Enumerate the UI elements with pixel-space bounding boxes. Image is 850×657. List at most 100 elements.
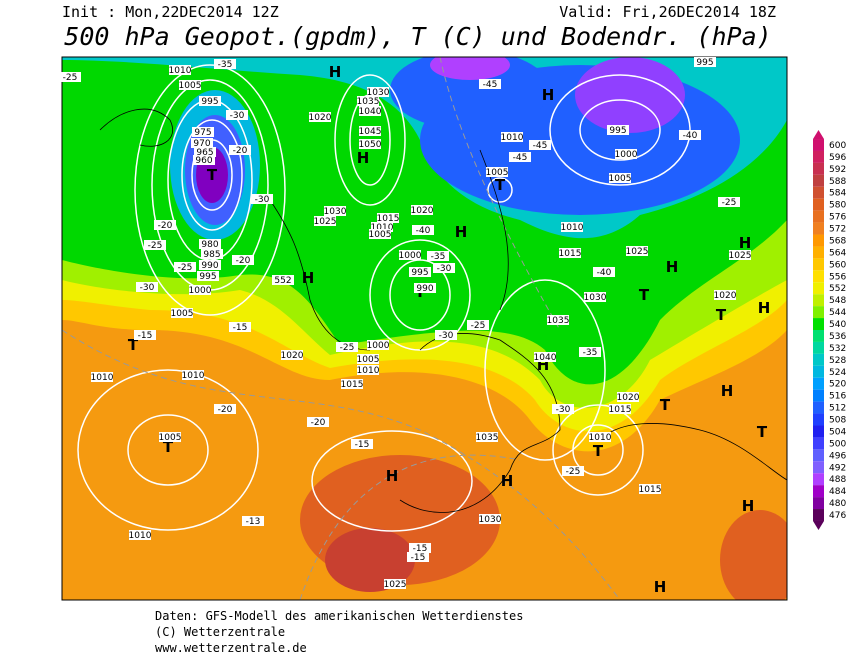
contour-label: 1015: [377, 214, 400, 224]
label-box: [134, 330, 156, 340]
contour-label: 995: [696, 58, 713, 68]
contour-label: 1005: [486, 168, 509, 178]
pressure-center: H: [758, 299, 771, 317]
contour-label: 990: [201, 261, 218, 271]
colorbar-label: 572: [829, 225, 846, 235]
label-box: [377, 213, 399, 223]
colorbar-swatch: [813, 509, 824, 521]
label-box: [399, 250, 421, 260]
colorbar-swatch: [813, 246, 824, 259]
label-box: [729, 250, 751, 260]
contour-label: 1005: [357, 355, 380, 365]
contour-label: 1000: [367, 341, 390, 351]
contour-label: 1010: [371, 223, 394, 233]
pressure-center: H: [386, 467, 399, 485]
label-box: [407, 552, 429, 562]
colorbar-swatch: [813, 318, 824, 330]
label-box: [192, 127, 214, 137]
contour-label: 1010: [561, 223, 584, 233]
contour-label: 1010: [169, 66, 192, 76]
contour-label: 1010: [182, 371, 205, 381]
contour-label: -15: [355, 440, 370, 450]
contour-label: 1020: [281, 351, 304, 361]
colorbar-swatch: [813, 497, 824, 510]
label-box: [357, 365, 379, 375]
contour-label: -13: [246, 517, 261, 527]
colorbar-label: 580: [829, 201, 846, 211]
contour-label: 1025: [626, 247, 649, 257]
colorbar-label: 520: [829, 380, 846, 390]
label-box: [534, 352, 556, 362]
contour-label: 1010: [589, 433, 612, 443]
label-box: [201, 249, 223, 259]
label-box: [281, 350, 303, 360]
colorbar-label: 532: [829, 344, 846, 354]
contour-label: 1030: [367, 88, 390, 98]
contour-label: -15: [233, 323, 248, 333]
contour-label: 1025: [314, 217, 337, 227]
label-box: [229, 322, 251, 332]
label-box: [367, 340, 389, 350]
label-box: [617, 392, 639, 402]
contour-label: -45: [533, 141, 548, 151]
label-box: [609, 404, 631, 414]
label-box: [414, 283, 436, 293]
map-title: 500 hPa Geopot.(gpdm), T (C) und Bodendr…: [64, 22, 771, 51]
label-box: [232, 255, 254, 265]
label-box: [129, 530, 151, 540]
contour-label: 1015: [639, 485, 662, 495]
label-box: [314, 216, 336, 226]
colorbar-swatch: [813, 389, 824, 402]
pressure-center: T: [163, 438, 174, 456]
contour-label: 1005: [609, 174, 632, 184]
contour-label: 1015: [559, 249, 582, 259]
colorbar-swatch: [813, 139, 824, 151]
colorbar-label: 500: [829, 439, 846, 449]
label-box: [579, 347, 601, 357]
contour-label: -20: [218, 405, 233, 415]
contour-label: -20: [233, 146, 248, 156]
colorbar-label: 484: [829, 487, 846, 497]
label-box: [552, 404, 574, 414]
contour-label: 1015: [609, 405, 632, 415]
label-box: [615, 149, 637, 159]
contour-label: -20: [236, 256, 251, 266]
label-box: [191, 138, 213, 148]
colorbar-swatch: [813, 473, 824, 486]
contour-label: 995: [201, 97, 218, 107]
contour-label: -15: [411, 553, 426, 563]
label-box: [559, 248, 581, 258]
contour-label: 960: [195, 156, 212, 166]
contour-label: -40: [597, 268, 612, 278]
label-box: [593, 267, 615, 277]
contour-label: 1035: [357, 97, 380, 107]
colorbar-swatch: [813, 437, 824, 450]
colorbar-label: 528: [829, 356, 846, 366]
colorbar-label: 540: [829, 320, 846, 330]
contour-label: -25: [63, 73, 78, 83]
pressure-center: H: [666, 258, 679, 276]
pressure-center: T: [593, 442, 604, 460]
colorbar-swatch: [813, 186, 824, 199]
contour-label: 1010: [129, 531, 152, 541]
label-box: [639, 484, 661, 494]
label-box: [561, 222, 583, 232]
label-box: [467, 320, 489, 330]
contour-label: 995: [609, 126, 626, 136]
label-box: [169, 65, 191, 75]
label-box: [351, 439, 373, 449]
label-box: [479, 514, 501, 524]
colorbar-label: 512: [829, 404, 846, 414]
label-box: [91, 372, 113, 382]
contour-label: -35: [431, 252, 446, 262]
contour-label: -25: [471, 321, 486, 331]
colorbar-label: 492: [829, 463, 846, 473]
label-box: [272, 275, 294, 285]
footer-line: Daten: GFS-Modell des amerikanischen Wet…: [155, 609, 523, 623]
pressure-center: H: [501, 472, 514, 490]
label-box: [435, 330, 457, 340]
label-box: [359, 106, 381, 116]
colorbar-swatch: [813, 150, 824, 163]
contour-label: -35: [583, 348, 598, 358]
map-frame: [61, 56, 788, 601]
